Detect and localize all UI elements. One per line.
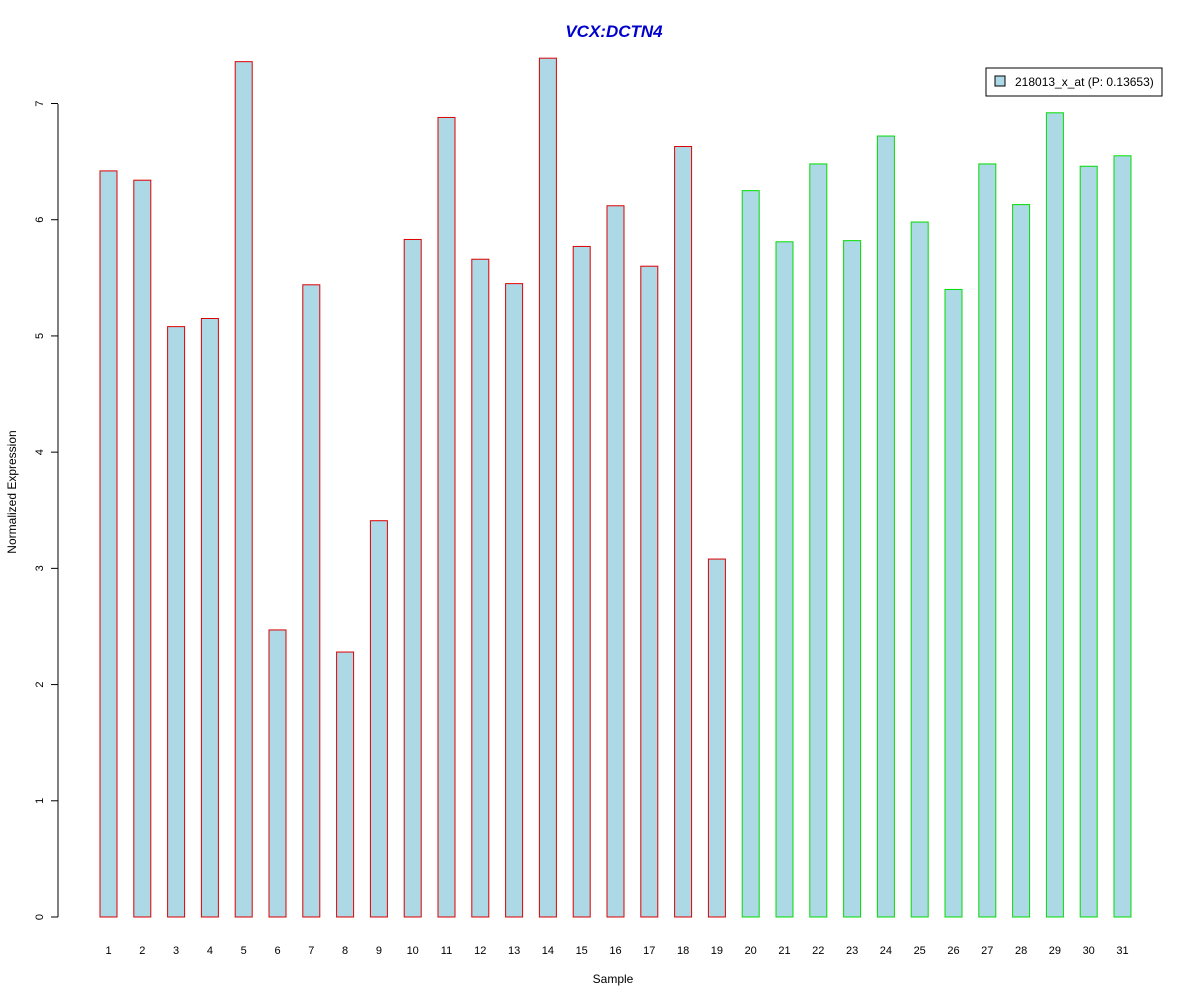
bar-sample-26 <box>944 288 963 918</box>
bar-sample-6 <box>268 629 287 918</box>
x-tick-label: 12 <box>474 945 486 957</box>
bar-sample-1 <box>99 170 118 918</box>
bar-sample-9 <box>369 520 388 918</box>
x-tick-label: 24 <box>880 945 892 957</box>
y-axis-ticks: 0 1 2 3 4 5 6 7 <box>34 100 58 920</box>
x-tick-label: 1 <box>105 945 111 957</box>
bar-sample-4 <box>200 317 219 918</box>
bar-sample-13 <box>505 283 524 918</box>
bar-sample-5 <box>234 61 253 918</box>
bar-sample-31 <box>1113 155 1132 918</box>
x-tick-label: 9 <box>376 945 382 957</box>
x-tick-label: 4 <box>207 945 213 957</box>
y-tick-label: 7 <box>34 100 46 106</box>
legend-label: 218013_x_at (P: 0.13653) <box>1015 75 1154 89</box>
bar-sample-20 <box>741 190 760 918</box>
bar-sample-17 <box>640 265 659 918</box>
x-tick-label: 15 <box>576 945 588 957</box>
bars-group <box>99 57 1132 918</box>
x-axis-label: Sample <box>593 972 634 986</box>
x-tick-label: 10 <box>407 945 419 957</box>
bar-sample-7 <box>302 284 321 918</box>
bar-sample-15 <box>572 245 591 918</box>
y-tick-label: 2 <box>34 682 46 688</box>
x-tick-label: 28 <box>1015 945 1027 957</box>
bar-sample-18 <box>674 145 693 918</box>
bar-sample-22 <box>809 163 828 918</box>
bar-sample-30 <box>1079 165 1098 918</box>
x-tick-label: 3 <box>173 945 179 957</box>
y-tick-label: 3 <box>34 565 46 571</box>
x-tick-label: 29 <box>1049 945 1061 957</box>
x-tick-label: 26 <box>947 945 959 957</box>
legend-swatch <box>994 75 1006 87</box>
x-tick-label: 8 <box>342 945 348 957</box>
x-tick-label: 22 <box>812 945 824 957</box>
bar-sample-11 <box>437 116 456 918</box>
bar-sample-27 <box>978 163 997 918</box>
legend-box <box>985 67 1163 97</box>
bar-sample-25 <box>910 221 929 918</box>
x-tick-label: 5 <box>241 945 247 957</box>
x-tick-label: 2 <box>139 945 145 957</box>
x-tick-label: 13 <box>508 945 520 957</box>
x-tick-label: 23 <box>846 945 858 957</box>
x-axis-tick-labels: 1 2 3 4 5 6 7 8 9 10 11 12 13 14 15 16 17 18 19 20 21 22 23 24 2… <box>105 945 1128 957</box>
bar-sample-10 <box>403 238 422 918</box>
chart-title: VCX:DCTN4 <box>565 22 663 41</box>
bar-sample-21 <box>775 241 794 918</box>
y-tick-label: 5 <box>34 333 46 339</box>
y-tick-label: 0 <box>34 914 46 920</box>
bar-sample-3 <box>167 326 186 918</box>
bar-sample-12 <box>471 258 490 918</box>
y-axis-label: Normalized Expression <box>5 430 19 553</box>
x-tick-label: 18 <box>677 945 689 957</box>
bar-sample-29 <box>1045 112 1064 918</box>
x-tick-label: 11 <box>441 945 452 957</box>
x-tick-label: 14 <box>542 945 554 957</box>
bar-sample-28 <box>1012 204 1031 918</box>
bar-sample-14 <box>538 57 557 918</box>
bar-sample-16 <box>606 205 625 918</box>
x-tick-label: 31 <box>1116 945 1128 957</box>
bar-sample-2 <box>133 179 152 918</box>
bar-sample-8 <box>336 651 355 918</box>
x-tick-label: 16 <box>609 945 621 957</box>
x-tick-label: 19 <box>711 945 723 957</box>
bar-sample-23 <box>843 240 862 918</box>
y-tick-label: 4 <box>34 449 46 455</box>
bar-sample-24 <box>876 135 895 918</box>
x-tick-label: 30 <box>1083 945 1095 957</box>
y-tick-label: 1 <box>34 798 46 804</box>
legend: 218013_x_at (P: 0.13653) <box>985 67 1163 97</box>
x-tick-label: 6 <box>274 945 280 957</box>
x-tick-label: 21 <box>778 945 790 957</box>
x-tick-label: 7 <box>308 945 314 957</box>
x-tick-label: 17 <box>643 945 655 957</box>
x-tick-label: 27 <box>981 945 993 957</box>
x-tick-label: 25 <box>914 945 926 957</box>
x-tick-label: 20 <box>745 945 757 957</box>
y-tick-label: 6 <box>34 217 46 223</box>
bar-sample-19 <box>707 558 726 918</box>
